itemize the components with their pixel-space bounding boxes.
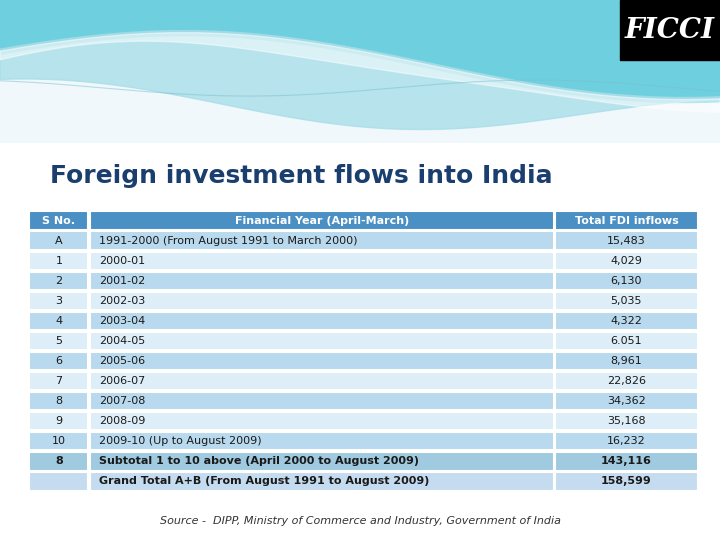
FancyBboxPatch shape: [90, 332, 554, 350]
FancyBboxPatch shape: [30, 352, 89, 370]
FancyBboxPatch shape: [555, 212, 698, 230]
FancyBboxPatch shape: [90, 352, 554, 370]
FancyBboxPatch shape: [90, 452, 554, 470]
Text: Total FDI inflows: Total FDI inflows: [575, 215, 678, 226]
Text: 8: 8: [55, 396, 63, 406]
FancyBboxPatch shape: [90, 472, 554, 490]
Text: 2003-04: 2003-04: [99, 316, 145, 326]
FancyBboxPatch shape: [30, 432, 89, 450]
FancyBboxPatch shape: [30, 472, 89, 490]
Text: 15,483: 15,483: [607, 235, 646, 246]
FancyBboxPatch shape: [30, 392, 89, 410]
Text: 16,232: 16,232: [607, 436, 646, 446]
Text: 3: 3: [55, 296, 63, 306]
FancyBboxPatch shape: [30, 332, 89, 350]
FancyBboxPatch shape: [555, 292, 698, 310]
Text: 10: 10: [52, 436, 66, 446]
Text: 2002-03: 2002-03: [99, 296, 145, 306]
Text: A: A: [55, 235, 63, 246]
Text: 6.051: 6.051: [611, 336, 642, 346]
FancyBboxPatch shape: [90, 272, 554, 290]
Text: 1: 1: [55, 256, 63, 266]
FancyBboxPatch shape: [90, 292, 554, 310]
Text: 4,029: 4,029: [611, 256, 642, 266]
FancyBboxPatch shape: [90, 412, 554, 430]
Text: 34,362: 34,362: [607, 396, 646, 406]
Text: 2007-08: 2007-08: [99, 396, 145, 406]
FancyBboxPatch shape: [90, 312, 554, 330]
Text: 158,599: 158,599: [601, 476, 652, 487]
Text: Grand Total A+B (From August 1991 to August 2009): Grand Total A+B (From August 1991 to Aug…: [99, 476, 430, 487]
Text: 2004-05: 2004-05: [99, 336, 145, 346]
Text: S No.: S No.: [42, 215, 76, 226]
FancyBboxPatch shape: [90, 232, 554, 250]
Text: Source -  DIPP, Ministry of Commerce and Industry, Government of India: Source - DIPP, Ministry of Commerce and …: [160, 516, 560, 526]
Text: 4,322: 4,322: [611, 316, 642, 326]
Text: 5: 5: [55, 336, 63, 346]
Text: 2001-02: 2001-02: [99, 276, 145, 286]
Text: 6: 6: [55, 356, 63, 366]
FancyBboxPatch shape: [30, 252, 89, 270]
FancyBboxPatch shape: [555, 392, 698, 410]
Text: 8: 8: [55, 456, 63, 467]
FancyBboxPatch shape: [90, 252, 554, 270]
FancyBboxPatch shape: [555, 372, 698, 390]
FancyBboxPatch shape: [555, 472, 698, 490]
FancyBboxPatch shape: [30, 312, 89, 330]
Text: 143,116: 143,116: [601, 456, 652, 467]
Text: 2009-10 (Up to August 2009): 2009-10 (Up to August 2009): [99, 436, 262, 446]
FancyBboxPatch shape: [90, 212, 554, 230]
Text: 2005-06: 2005-06: [99, 356, 145, 366]
FancyBboxPatch shape: [30, 212, 89, 230]
Text: Subtotal 1 to 10 above (April 2000 to August 2009): Subtotal 1 to 10 above (April 2000 to Au…: [99, 456, 419, 467]
FancyBboxPatch shape: [30, 452, 89, 470]
Text: 9: 9: [55, 416, 63, 426]
Text: 22,826: 22,826: [607, 376, 646, 386]
FancyBboxPatch shape: [90, 432, 554, 450]
Text: 7: 7: [55, 376, 63, 386]
FancyBboxPatch shape: [555, 332, 698, 350]
Text: 6,130: 6,130: [611, 276, 642, 286]
Bar: [620, 0, 720, 60]
Text: 2008-09: 2008-09: [99, 416, 145, 426]
FancyBboxPatch shape: [555, 412, 698, 430]
Text: Foreign investment flows into India: Foreign investment flows into India: [50, 164, 553, 187]
Text: Financial Year (April-March): Financial Year (April-March): [235, 215, 409, 226]
FancyBboxPatch shape: [555, 312, 698, 330]
Text: 35,168: 35,168: [607, 416, 646, 426]
Text: 8,961: 8,961: [611, 356, 642, 366]
FancyBboxPatch shape: [555, 352, 698, 370]
Text: 5,035: 5,035: [611, 296, 642, 306]
FancyBboxPatch shape: [30, 272, 89, 290]
FancyBboxPatch shape: [30, 372, 89, 390]
FancyBboxPatch shape: [30, 232, 89, 250]
FancyBboxPatch shape: [555, 252, 698, 270]
FancyBboxPatch shape: [555, 432, 698, 450]
Text: 1991-2000 (From August 1991 to March 2000): 1991-2000 (From August 1991 to March 200…: [99, 235, 358, 246]
FancyBboxPatch shape: [555, 452, 698, 470]
FancyBboxPatch shape: [555, 232, 698, 250]
FancyBboxPatch shape: [555, 272, 698, 290]
Text: 4: 4: [55, 316, 63, 326]
Text: FICCI: FICCI: [625, 17, 715, 44]
Text: 2006-07: 2006-07: [99, 376, 145, 386]
FancyBboxPatch shape: [30, 412, 89, 430]
FancyBboxPatch shape: [90, 372, 554, 390]
FancyBboxPatch shape: [90, 392, 554, 410]
Text: 2: 2: [55, 276, 63, 286]
FancyBboxPatch shape: [30, 292, 89, 310]
Text: 2000-01: 2000-01: [99, 256, 145, 266]
